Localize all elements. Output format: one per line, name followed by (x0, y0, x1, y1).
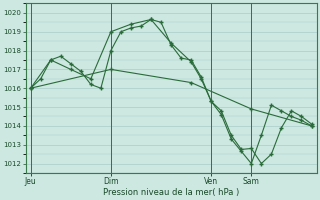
X-axis label: Pression niveau de la mer( hPa ): Pression niveau de la mer( hPa ) (103, 188, 239, 197)
